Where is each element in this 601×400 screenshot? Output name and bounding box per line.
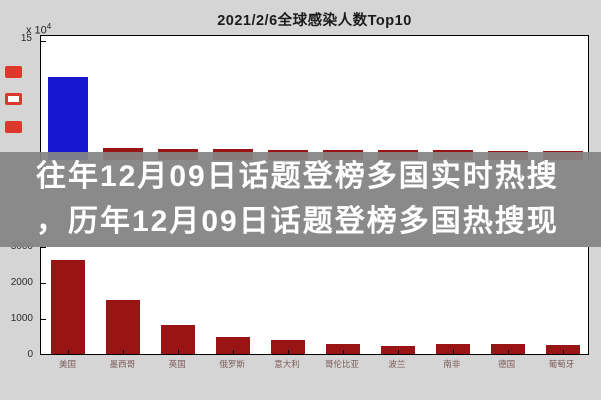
- y-tick-mark: [41, 319, 46, 320]
- bottom-chart-bar: [216, 337, 251, 354]
- bottom-chart-bar: [380, 345, 415, 354]
- x-tick-label: 俄罗斯: [219, 359, 245, 369]
- bottom-chart-bar: [435, 343, 470, 354]
- chart-title: 2021/2/6全球感染人数Top10: [217, 13, 412, 29]
- x-tick-label: 波兰: [388, 359, 406, 369]
- bottom-chart-bar: [325, 343, 360, 354]
- top-chart-plot-area: [40, 35, 589, 160]
- y-tick-mark: [41, 247, 46, 248]
- exponent-base: x 10: [26, 24, 47, 37]
- x-axis-labels: 美国 墨西哥 英国 俄罗斯 意大利 哥伦比亚 波兰 南非 德国 葡萄牙: [40, 358, 589, 372]
- x-tick-label: 葡萄牙: [548, 359, 575, 369]
- bottom-chart-bar: [161, 324, 196, 354]
- x-tick-mark: [233, 350, 235, 354]
- x-tick-mark: [507, 350, 509, 354]
- headline-line-1: 往年12月09日话题登榜多国实时热搜: [36, 160, 559, 193]
- x-tick-label: 英国: [168, 359, 186, 369]
- x-tick-label: 墨西哥: [109, 359, 136, 369]
- y-tick-label: 0: [27, 349, 33, 360]
- x-tick-mark: [68, 350, 70, 354]
- x-tick-mark: [342, 350, 344, 354]
- red-marker-icon: [5, 66, 22, 78]
- x-tick-mark: [397, 350, 399, 354]
- exponent-power: 4: [46, 22, 52, 31]
- x-tick-mark: [452, 350, 454, 354]
- x-tick-mark: [288, 350, 289, 354]
- top-y-tick-label: 15: [20, 33, 32, 44]
- headline-overlay-band: 往年12月09日话题登榜多国实时热搜 ，历年12月09日话题登榜多国热搜现: [0, 152, 601, 247]
- bottom-chart-bar: [545, 344, 580, 354]
- top-chart-bar: [48, 76, 89, 160]
- x-tick-label: 哥伦比亚: [324, 359, 359, 369]
- bottom-y-axis-labels: 3000200010000: [0, 241, 37, 360]
- bottom-chart-bar: [490, 343, 525, 354]
- x-tick-label: 美国: [58, 359, 76, 369]
- y-tick-mark: [41, 41, 46, 42]
- bottom-chart-bar: [106, 300, 141, 354]
- x-tick-label: 意大利: [274, 359, 300, 369]
- x-tick-mark: [178, 350, 180, 354]
- bottom-chart-plot-area: [40, 247, 589, 355]
- x-tick-label: 南非: [443, 359, 461, 369]
- bottom-chart-bar: [51, 260, 86, 354]
- bottom-chart-bar: [271, 339, 305, 354]
- red-marker-outline-icon: [5, 93, 22, 105]
- y-tick-label: 1000: [10, 313, 33, 324]
- y-axis-exponent-label: x 104: [26, 22, 51, 37]
- x-tick-mark: [562, 350, 564, 354]
- headline-line-2: ，历年12月09日话题登榜多国热搜现: [36, 205, 559, 238]
- x-tick-label: 德国: [498, 359, 516, 369]
- x-tick-mark: [123, 350, 125, 354]
- red-marker-icon: [5, 121, 22, 133]
- y-tick-label: 2000: [10, 277, 33, 288]
- y-tick-mark: [41, 283, 46, 284]
